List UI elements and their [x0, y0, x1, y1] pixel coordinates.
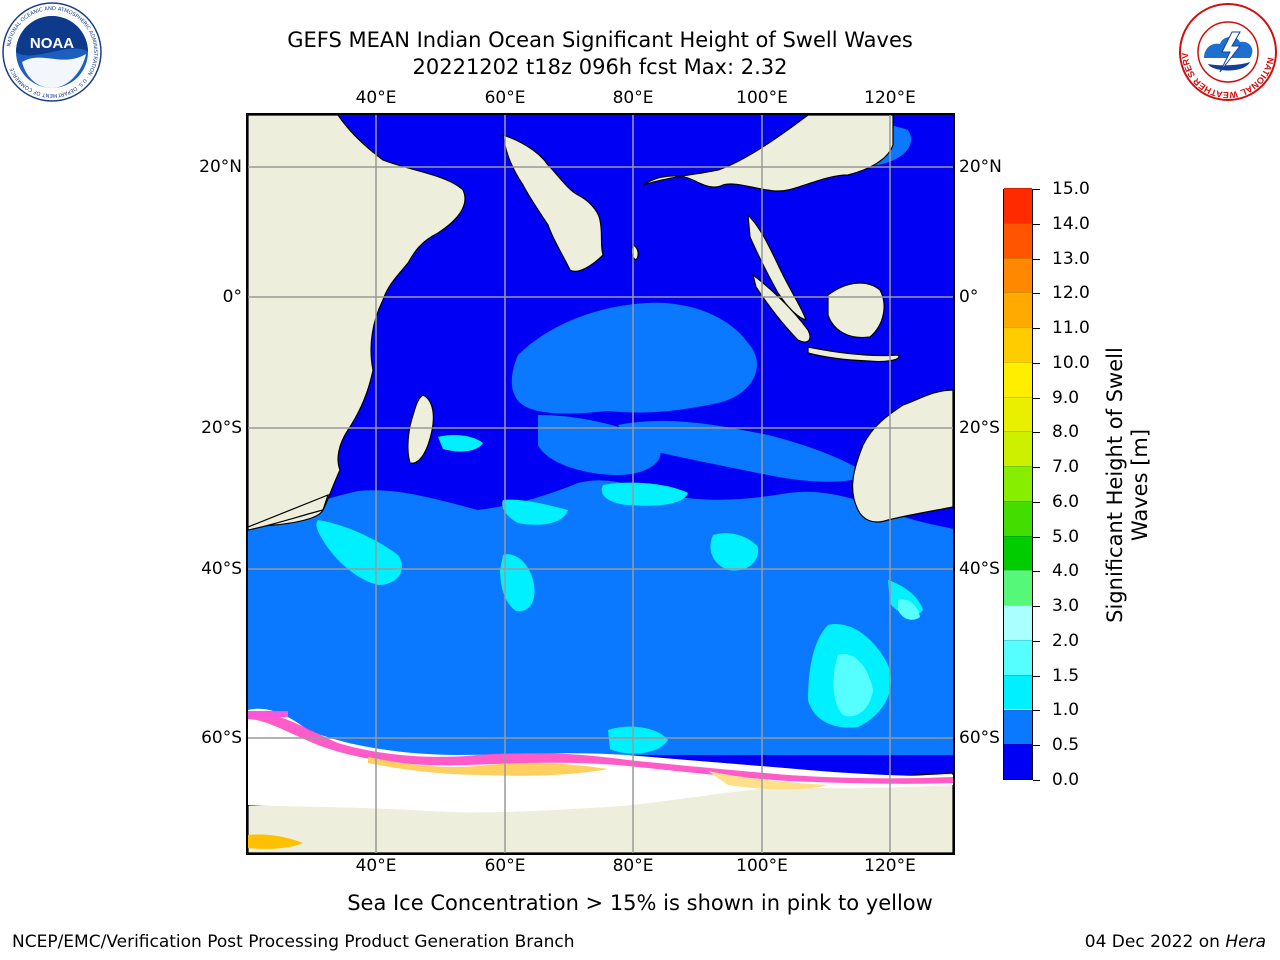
lon-label-top: 40°E: [355, 88, 397, 108]
colorbar-tick-label: 2.0: [1052, 630, 1080, 651]
lon-label-top: 80°E: [612, 88, 654, 108]
swell-height-map: [248, 115, 953, 853]
colorbar-segment: [1004, 570, 1032, 606]
lon-label-bottom: 40°E: [355, 856, 397, 876]
colorbar-segment: [1004, 500, 1032, 536]
colorbar-segment: [1004, 222, 1032, 258]
noaa-logo: NOAA NATIONAL OCEANIC AND ATMOSPHERIC AD…: [2, 2, 102, 102]
colorbar-tick-label: 14.0: [1052, 213, 1090, 234]
colorbar-tick-label: 1.0: [1052, 700, 1080, 721]
chart-title: GEFS MEAN Indian Ocean Significant Heigh…: [287, 28, 913, 52]
colorbar-tick: [1033, 293, 1040, 295]
colorbar-segment: [1004, 396, 1032, 432]
lat-label-right: 40°S: [959, 559, 1000, 579]
colorbar-label: Significant Height of Swell Waves [m]: [1102, 347, 1152, 623]
lat-label-right: 60°S: [959, 728, 1000, 748]
nws-logo: NATIONAL WEATHER SERVICE: [1175, 0, 1278, 102]
noaa-logo-text: NOAA: [30, 35, 74, 52]
colorbar-tick: [1033, 467, 1040, 469]
colorbar-tick-label: 1.5: [1052, 665, 1080, 686]
colorbar-tick: [1033, 223, 1040, 225]
colorbar-segment: [1004, 257, 1032, 293]
lon-label-bottom: 60°E: [484, 856, 526, 876]
land-masses: [248, 115, 953, 853]
lon-label-bottom: 80°E: [612, 856, 654, 876]
sea-ice-footnote: Sea Ice Concentration > 15% is shown in …: [347, 891, 933, 915]
lat-label-left: 20°N: [199, 157, 242, 177]
colorbar-segment: [1004, 674, 1032, 710]
lat-label-right: 20°S: [959, 418, 1000, 438]
colorbar-tick-label: 11.0: [1052, 318, 1090, 339]
colorbar-tick: [1033, 328, 1040, 330]
colorbar-tick: [1033, 362, 1040, 364]
colorbar-tick: [1033, 432, 1040, 434]
date-text: 04 Dec 2022 on Hera: [1084, 932, 1266, 952]
colorbar-segment: [1004, 188, 1032, 223]
colorbar-tick-label: 0.0: [1052, 770, 1080, 790]
colorbar-segment: [1004, 292, 1032, 328]
colorbar-tick-label: 13.0: [1052, 248, 1090, 269]
credit-text: NCEP/EMC/Verification Post Processing Pr…: [12, 932, 575, 952]
lat-label-left: 60°S: [201, 728, 242, 748]
lat-label-right: 20°N: [959, 157, 1002, 177]
colorbar-segment: [1004, 535, 1032, 571]
lat-label-left: 0°: [222, 287, 242, 307]
colorbar-tick: [1033, 189, 1040, 190]
colorbar-segment: [1004, 605, 1032, 640]
lat-label-left: 20°S: [201, 418, 242, 438]
colorbar-tick: [1033, 397, 1040, 399]
colorbar-tick: [1033, 501, 1040, 503]
lat-label-right: 0°: [959, 287, 979, 307]
colorbar-tick-label: 3.0: [1052, 596, 1080, 617]
colorbar-tick: [1033, 606, 1040, 608]
lon-label-bottom: 100°E: [736, 856, 788, 876]
colorbar-tick: [1033, 258, 1040, 260]
swell-0p5-1m-field: [248, 123, 953, 755]
colorbar-segment: [1004, 709, 1032, 745]
colorbar-segment: [1004, 431, 1032, 467]
colorbar-tick: [1033, 780, 1040, 781]
colorbar-tick: [1033, 536, 1040, 538]
lon-label-top: 60°E: [484, 88, 526, 108]
colorbar-segment: [1004, 744, 1032, 779]
graticule: [248, 115, 953, 853]
colorbar-tick: [1033, 640, 1040, 642]
lon-label-top: 120°E: [864, 88, 916, 108]
colorbar-tick-label: 15.0: [1052, 179, 1090, 199]
sea-ice-band: [248, 708, 953, 849]
colorbar-tick-label: 7.0: [1052, 457, 1080, 478]
colorbar-tick: [1033, 571, 1040, 573]
colorbar-tick: [1033, 675, 1040, 677]
colorbar-tick-label: 0.5: [1052, 735, 1080, 756]
colorbar: [1003, 188, 1033, 780]
colorbar-segment: [1004, 639, 1032, 675]
colorbar-tick-label: 6.0: [1052, 491, 1080, 512]
map-panel: [246, 113, 955, 855]
colorbar-tick-label: 12.0: [1052, 283, 1090, 304]
colorbar-tick: [1033, 710, 1040, 712]
lat-label-left: 40°S: [201, 559, 242, 579]
swell-1p5-2m-patches: [833, 599, 920, 717]
colorbar-tick-label: 9.0: [1052, 387, 1080, 408]
colorbar-tick-label: 5.0: [1052, 526, 1080, 547]
colorbar-tick-label: 8.0: [1052, 422, 1080, 443]
lon-label-bottom: 120°E: [864, 856, 916, 876]
colorbar-segment: [1004, 361, 1032, 397]
colorbar-tick-label: 10.0: [1052, 352, 1090, 373]
chart-subtitle: 20221202 t18z 096h fcst Max: 2.32: [412, 55, 788, 79]
colorbar-tick: [1033, 745, 1040, 747]
lon-label-top: 100°E: [736, 88, 788, 108]
colorbar-segment: [1004, 466, 1032, 501]
host-name: Hera: [1225, 932, 1266, 952]
colorbar-tick-label: 4.0: [1052, 561, 1080, 582]
colorbar-segment: [1004, 327, 1032, 362]
